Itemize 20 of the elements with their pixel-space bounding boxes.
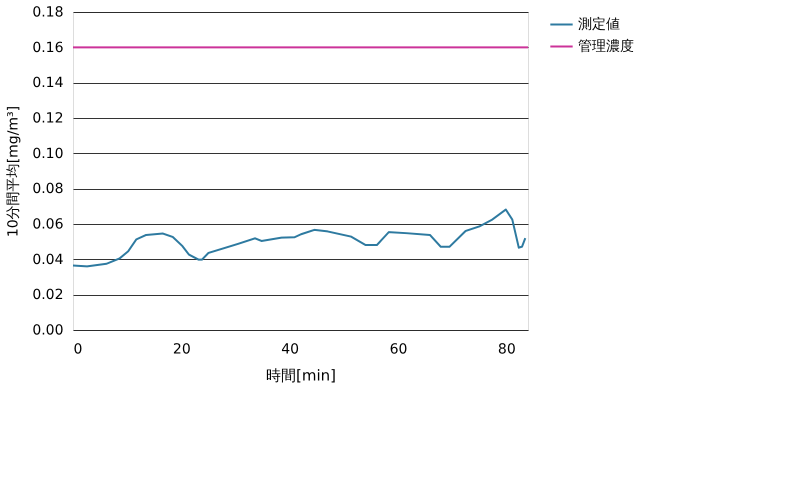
y-tick-label: 0.14 (32, 75, 64, 92)
x-tick-label: 40 (281, 342, 300, 358)
y-tick-label: 0.12 (32, 110, 64, 126)
y-tick-label: 0.00 (32, 322, 64, 338)
y-tick-label: 0.16 (32, 40, 64, 56)
y-tick-label: 0.10 (32, 146, 64, 162)
x-tick-label: 0 (74, 342, 82, 358)
x-tick-label: 20 (172, 342, 191, 358)
x-tick-label: 80 (498, 342, 516, 358)
y-tick-label: 0.02 (32, 287, 64, 304)
legend-label: 管理濃度 (578, 38, 634, 54)
x-tick-label: 60 (390, 342, 408, 358)
y-axis-title: 10分間平均[mg/m³] (5, 106, 22, 238)
x-axis-title: 時間[min] (266, 366, 336, 384)
y-tick-label: 0.18 (32, 4, 64, 20)
y-tick-label: 0.08 (32, 181, 64, 198)
y-tick-label: 0.04 (32, 252, 64, 268)
line-series (72, 208, 526, 268)
y-tick-label: 0.06 (32, 216, 64, 232)
legend-label: 測定値 (578, 16, 620, 32)
